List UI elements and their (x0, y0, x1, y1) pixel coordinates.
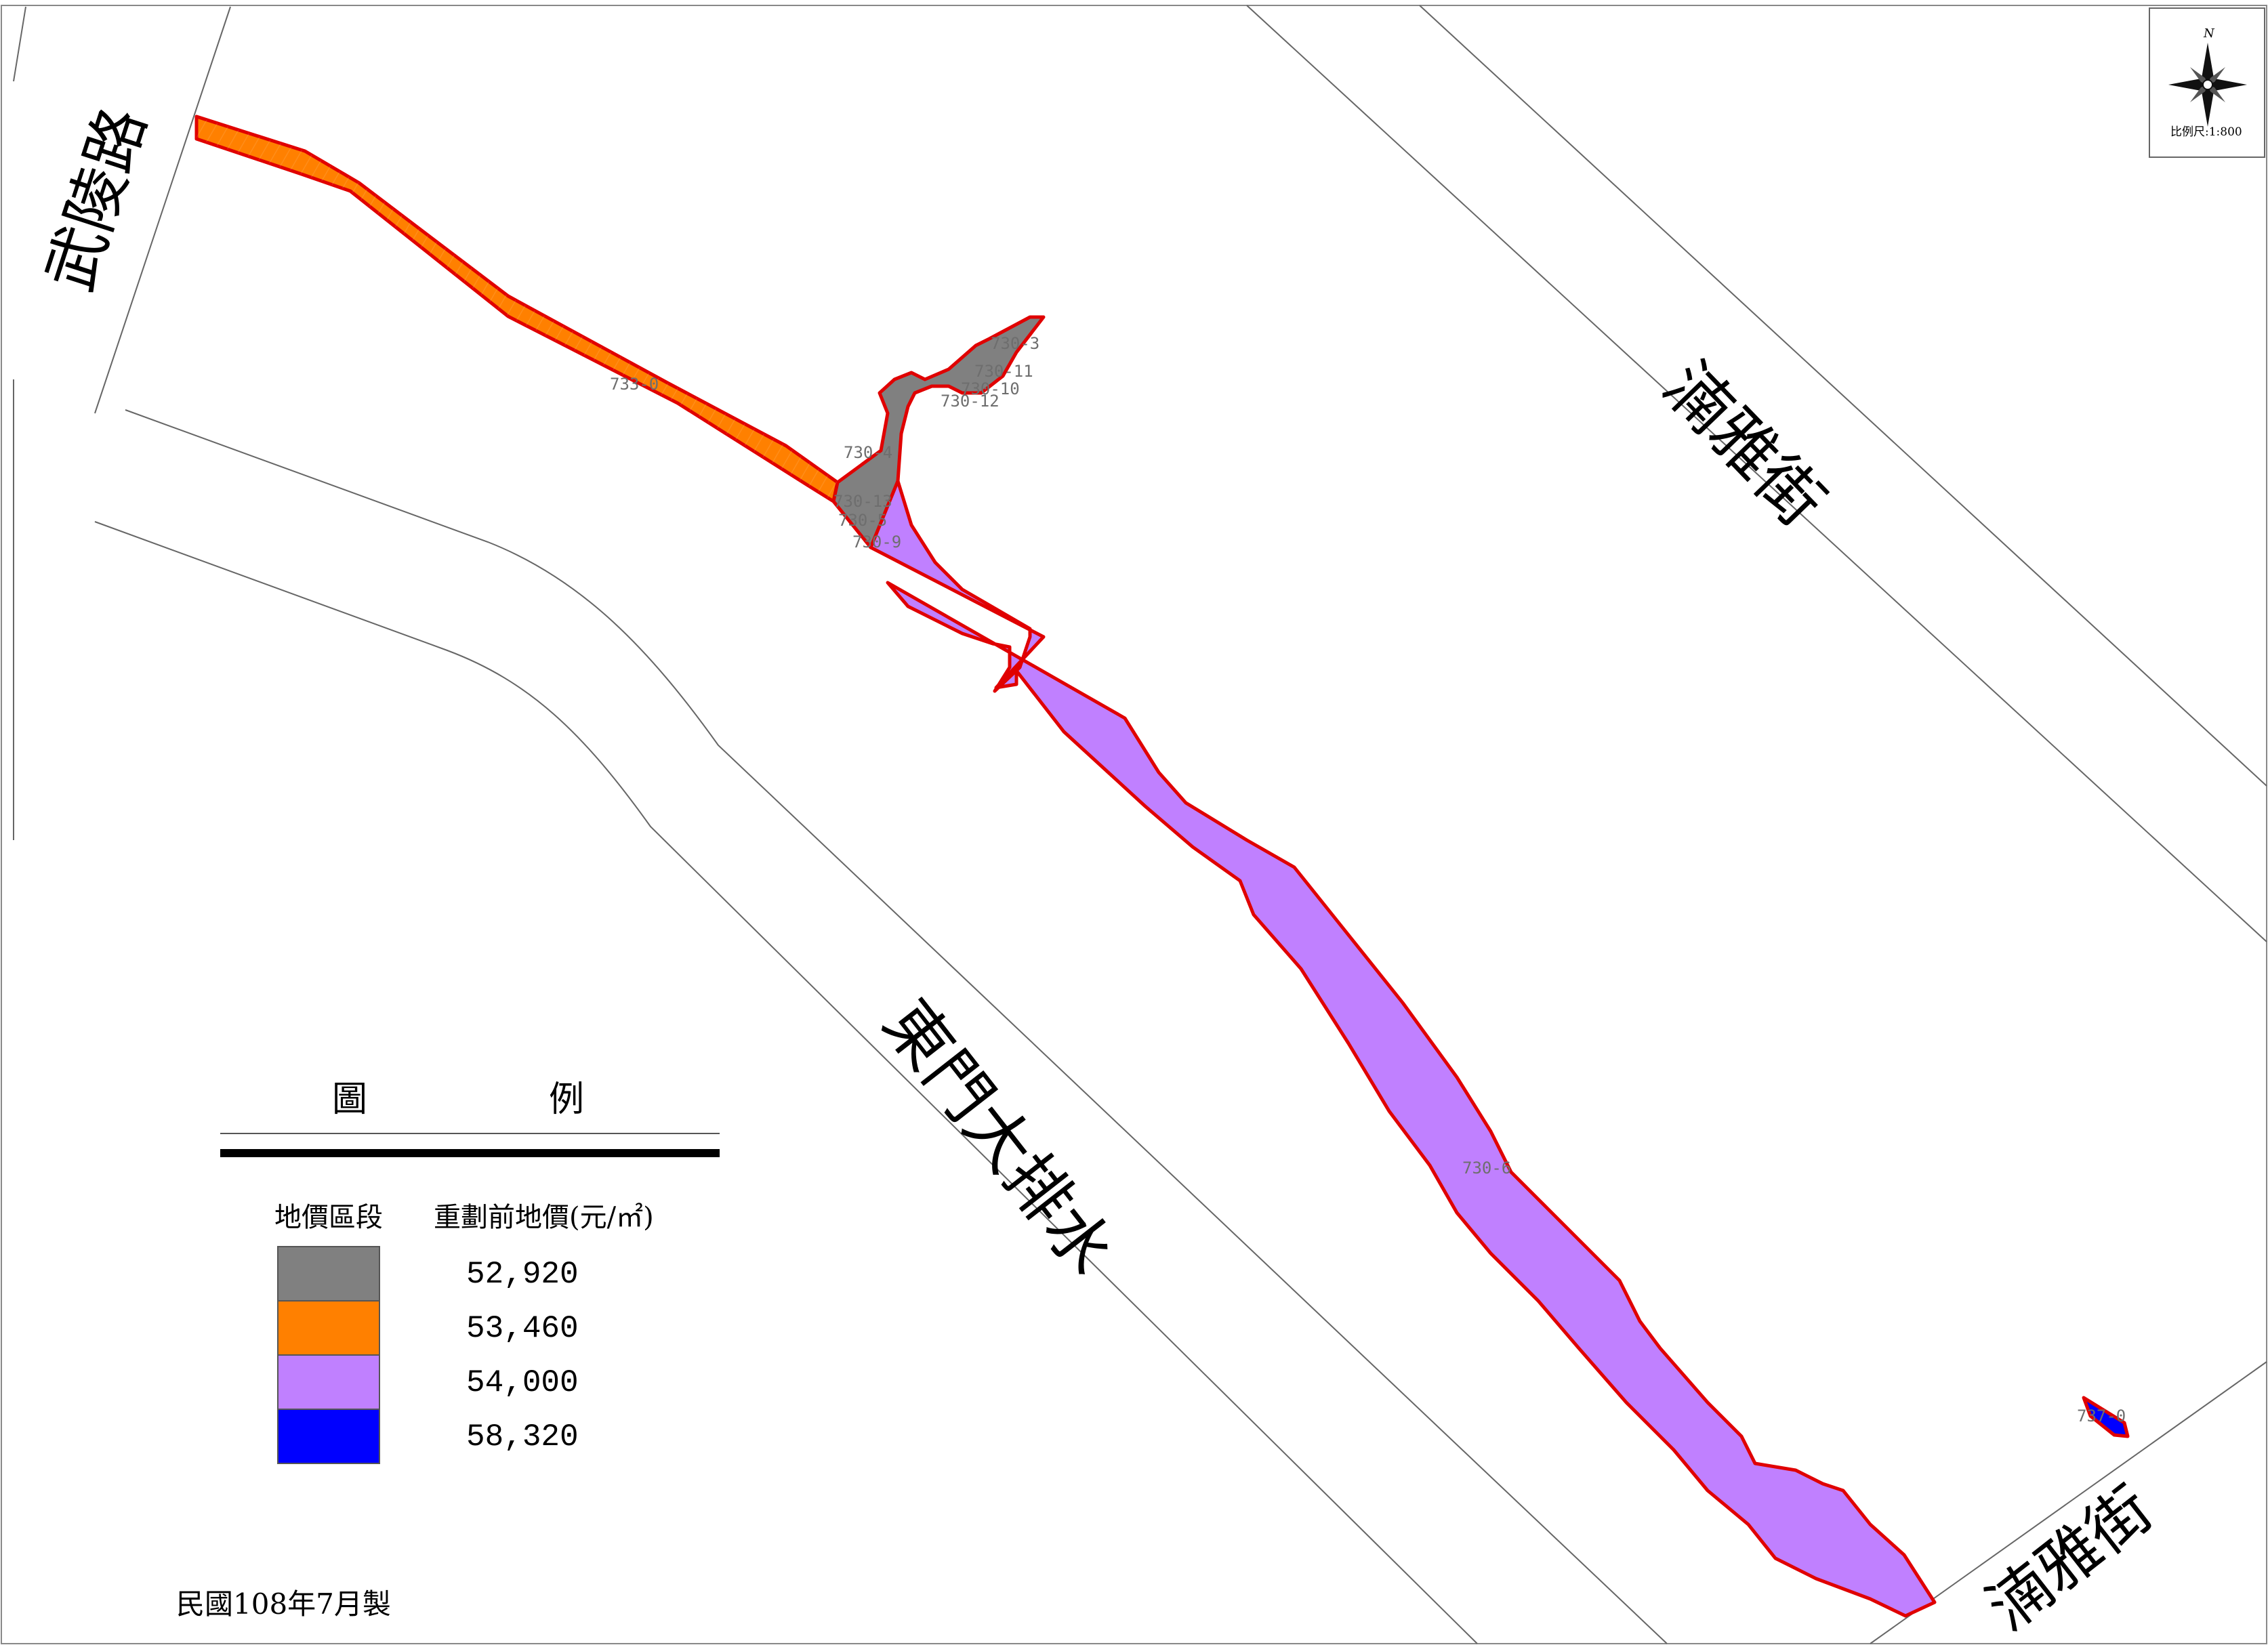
parcel-label-733-0: 733-0 (610, 375, 659, 394)
road-label-dongmen: 東門大排水 (869, 986, 1129, 1289)
parcel-label-730-10: 730-10 (961, 379, 1020, 398)
parcel-label-730-11: 730-11 (974, 362, 1033, 381)
legend-column-price: 重劃前地價(元/㎡) (434, 1202, 654, 1233)
legend: 圖 例 地價區段 重劃前地價(元/㎡) 52,920 53,460 54,000… (220, 1079, 720, 1464)
legend-column-zone: 地價區段 (274, 1202, 383, 1233)
parcel-730-4-group[interactable] (831, 315, 1046, 549)
parcel-label-730-13: 730-13 (833, 492, 892, 511)
parcel-label-737-0: 737-0 (2077, 1407, 2126, 1425)
scale-text: 比例尺:1:800 (2170, 125, 2242, 139)
legend-value-58320: 58,320 (466, 1419, 579, 1455)
parcel-labels: 733-0 730-3 730-11 730-10 730-12 730-4 7… (610, 334, 2126, 1425)
road-label-wuling: 武陵路 (33, 99, 160, 299)
map-frame (1, 5, 2267, 1644)
legend-swatch-58320 (277, 1409, 380, 1464)
legend-value-53460: 53,460 (466, 1311, 579, 1346)
road-label-nanya-bottom: 湳雅街 (1974, 1472, 2166, 1644)
legend-value-52920: 52,920 (466, 1257, 579, 1292)
compass-box: N 比例尺:1:800 (2149, 7, 2265, 158)
legend-swatch-54000 (277, 1354, 380, 1410)
parcel-label-730-9: 730-9 (852, 533, 901, 551)
compass-north-letter: N (2203, 26, 2215, 41)
legend-title-right: 例 (549, 1079, 584, 1120)
nanya-street-west-edge (1246, 5, 2267, 942)
dongmen-channel-north-edge (125, 409, 1668, 1644)
legend-value-54000: 54,000 (466, 1365, 579, 1400)
nanya-street-east-edge (1419, 5, 2267, 787)
legend-title-left: 圖 (332, 1079, 367, 1120)
wuling-road-edge-left (13, 6, 26, 82)
parcel-hatch (197, 117, 838, 501)
parcel-label-730-3: 730-3 (991, 334, 1039, 353)
road-lines (13, 5, 2267, 1644)
parcel-label-730-12: 730-12 (941, 392, 999, 411)
footer-date: 民國108年7月製 (176, 1587, 391, 1621)
wuling-road-edge-right (94, 6, 231, 414)
parcel-label-730-5: 730-5 (838, 511, 887, 530)
dongmen-channel-south-edge (94, 521, 1478, 1644)
legend-swatch-52920 (277, 1246, 380, 1302)
legend-swatch-53460 (277, 1300, 380, 1356)
road-label-nanya-top: 湳雅街 (1649, 348, 1839, 541)
parcel-label-730-6: 730-6 (1462, 1159, 1511, 1178)
parcel-label-730-4: 730-4 (844, 443, 892, 462)
nanya-street-lower-edge (1870, 1361, 2267, 1644)
compass-rose-icon (2168, 43, 2247, 127)
parcel-730-6[interactable] (869, 479, 1937, 1618)
parcel-737-0[interactable] (2082, 1396, 2130, 1438)
